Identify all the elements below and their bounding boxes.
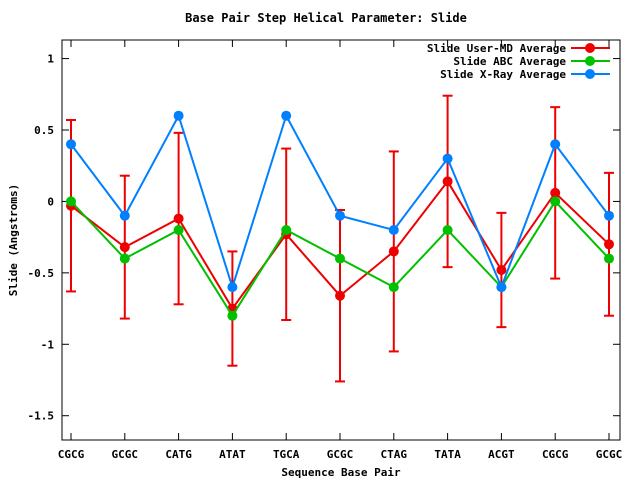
x-tick-label: TATA — [434, 448, 461, 461]
data-point — [227, 310, 238, 321]
data-point — [66, 196, 76, 207]
y-tick-label: -1 — [41, 338, 55, 351]
data-point — [550, 139, 561, 150]
y-tick-label: -0.5 — [28, 267, 55, 280]
y-tick-label: 1 — [47, 53, 54, 66]
y-axis-label: Slide (Angstroms) — [7, 184, 20, 297]
legend-marker — [585, 43, 595, 53]
x-tick-label: ACGT — [488, 448, 515, 461]
x-tick-label: CATG — [165, 448, 192, 461]
legend-label: Slide X-Ray Average — [440, 68, 566, 81]
x-tick-label: CGCG — [58, 448, 85, 461]
data-point — [119, 210, 130, 221]
data-point — [442, 176, 453, 187]
x-tick-label: GCGC — [327, 448, 354, 461]
x-tick-label: GCGC — [596, 448, 623, 461]
data-point — [388, 246, 399, 257]
plot-frame — [61, 39, 621, 441]
legend-marker — [585, 56, 595, 66]
data-point — [442, 153, 453, 164]
data-point — [173, 213, 184, 224]
data-point — [119, 242, 130, 253]
data-point — [119, 253, 130, 264]
y-tick-label: 0 — [47, 195, 54, 208]
data-point — [281, 225, 292, 235]
data-point — [335, 253, 345, 264]
data-point — [604, 210, 614, 221]
data-point — [227, 282, 238, 293]
data-point — [442, 225, 453, 235]
data-point — [550, 187, 561, 198]
data-point — [335, 210, 345, 221]
data-point — [173, 225, 184, 235]
x-tick-label: GCGC — [112, 448, 139, 461]
data-point — [496, 282, 507, 293]
x-tick-label: CTAG — [381, 448, 408, 461]
data-point — [388, 282, 399, 293]
legend-marker — [585, 69, 595, 79]
series-layer — [66, 94, 614, 383]
data-point — [388, 225, 399, 235]
data-point — [604, 239, 614, 250]
y-tick-label: -1.5 — [28, 410, 55, 423]
axes: 1 0.5 0 -0.5 -1 -1.5 CGCG GCGC CATG ATAT TGCA GCGC C… — [28, 40, 623, 461]
data-point — [173, 110, 184, 121]
chart-title: Base Pair Step Helical Parameter: Slide — [185, 11, 467, 25]
data-point — [496, 265, 507, 275]
data-point — [550, 196, 561, 207]
data-point — [335, 290, 345, 301]
legend-label: Slide ABC Average — [453, 55, 566, 68]
x-tick-label: CGCG — [542, 448, 569, 461]
x-tick-label: ATAT — [219, 448, 246, 461]
data-point — [66, 139, 76, 150]
legend-label: Slide User-MD Average — [427, 42, 566, 55]
data-point — [281, 110, 292, 121]
data-point — [604, 253, 614, 264]
x-tick-label: TGCA — [273, 448, 300, 461]
y-tick-label: 0.5 — [34, 124, 54, 137]
x-axis-label: Sequence Base Pair — [281, 466, 401, 479]
